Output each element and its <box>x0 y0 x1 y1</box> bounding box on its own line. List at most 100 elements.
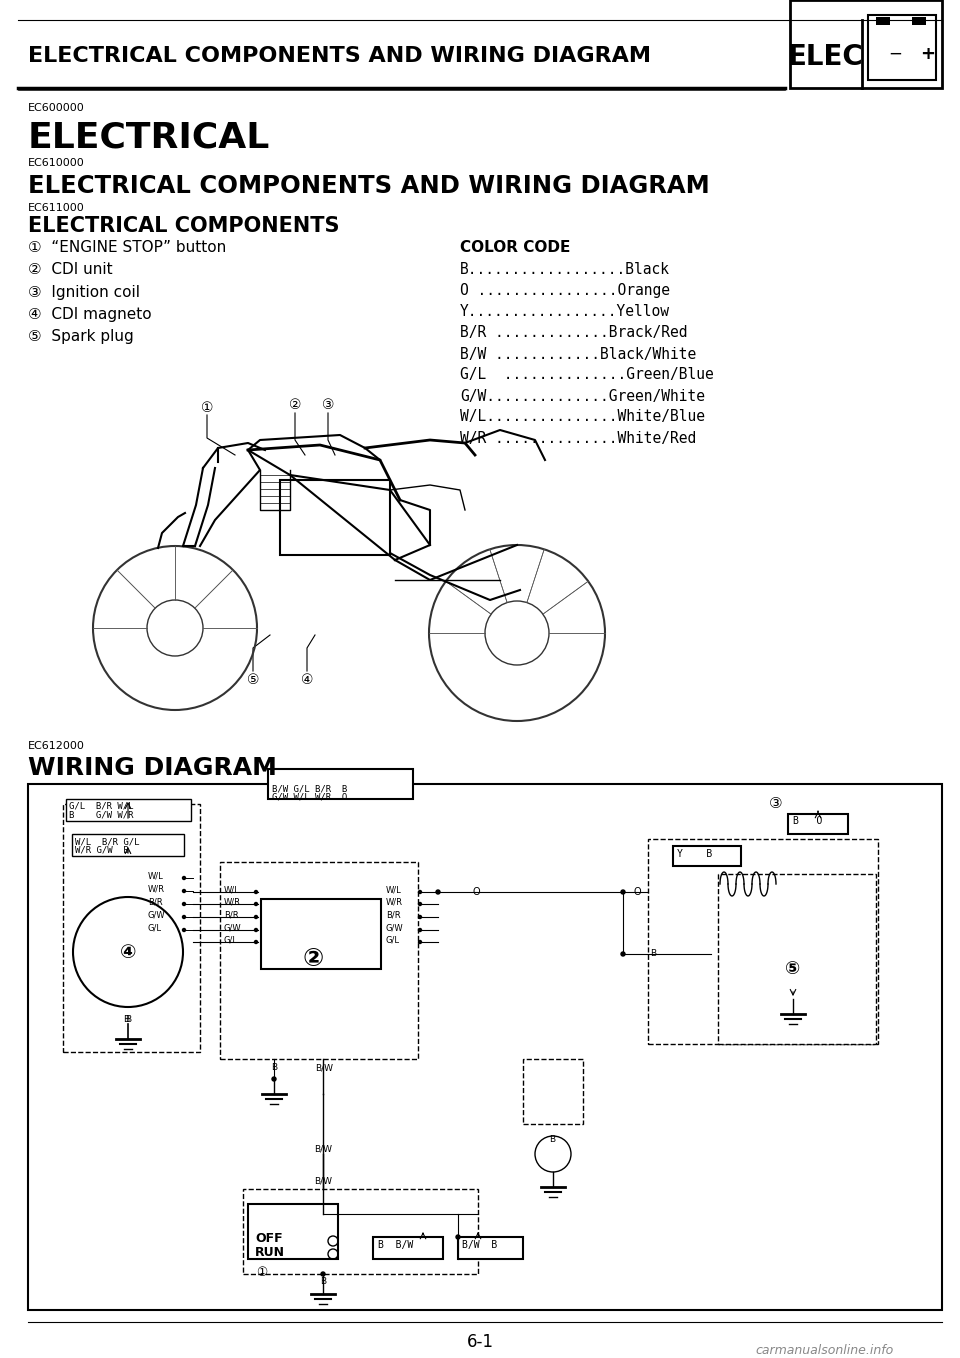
Text: ①: ① <box>256 1266 267 1278</box>
Bar <box>523 1059 583 1124</box>
Text: ③: ③ <box>322 398 334 411</box>
Bar <box>261 899 381 970</box>
Text: B..................Black: B..................Black <box>460 262 670 277</box>
Text: G/L  B/R W/L: G/L B/R W/L <box>69 801 133 811</box>
Bar <box>28 784 942 1310</box>
Text: W/R ..............White/Red: W/R ..............White/Red <box>460 430 696 445</box>
Circle shape <box>419 941 421 944</box>
Text: ④: ④ <box>120 942 136 961</box>
Text: ④: ④ <box>300 674 313 687</box>
Circle shape <box>254 915 257 918</box>
Circle shape <box>182 929 185 932</box>
Text: B/W G/L B/R  B: B/W G/L B/R B <box>272 785 348 793</box>
Text: W/R: W/R <box>386 898 403 907</box>
Text: B: B <box>549 1135 555 1145</box>
Circle shape <box>182 889 185 892</box>
Text: G/W W/L W/R  O: G/W W/L W/R O <box>272 793 348 801</box>
Circle shape <box>254 891 257 894</box>
Text: −: − <box>888 45 902 62</box>
Text: G/W: G/W <box>386 923 403 933</box>
Text: EC612000: EC612000 <box>28 741 84 751</box>
Bar <box>790 0 942 88</box>
Circle shape <box>254 903 257 906</box>
Circle shape <box>272 1077 276 1081</box>
Text: ⑤: ⑤ <box>785 960 801 978</box>
Bar <box>243 1190 478 1274</box>
Text: G/W..............Green/White: G/W..............Green/White <box>460 388 705 403</box>
Text: B: B <box>125 1014 132 1024</box>
Text: W/R G/W  B: W/R G/W B <box>75 846 129 854</box>
Text: W/L...............White/Blue: W/L...............White/Blue <box>460 410 705 425</box>
Text: O: O <box>633 887 640 898</box>
Circle shape <box>436 889 440 894</box>
Text: ELECTRICAL COMPONENTS: ELECTRICAL COMPONENTS <box>28 216 340 236</box>
Text: ①  “ENGINE STOP” button: ① “ENGINE STOP” button <box>28 240 227 255</box>
Text: B/R: B/R <box>386 910 400 919</box>
Bar <box>458 1237 523 1259</box>
Circle shape <box>182 876 185 880</box>
Text: G/W: G/W <box>224 923 242 933</box>
Text: +: + <box>921 45 935 62</box>
Text: B: B <box>320 1278 326 1286</box>
Text: ①: ① <box>201 401 213 416</box>
Bar <box>248 1205 338 1259</box>
Text: B/W: B/W <box>314 1145 332 1153</box>
Text: B: B <box>650 949 656 959</box>
Text: ③  Ignition coil: ③ Ignition coil <box>28 284 140 300</box>
Bar <box>788 813 848 834</box>
Text: W/L  B/R G/L: W/L B/R G/L <box>75 838 139 846</box>
Bar <box>673 846 741 866</box>
Text: Y    B: Y B <box>677 849 712 860</box>
Circle shape <box>182 915 185 918</box>
Bar <box>63 804 200 1052</box>
Circle shape <box>182 903 185 906</box>
Text: carmanualsonline.info: carmanualsonline.info <box>755 1343 893 1357</box>
Text: B: B <box>271 1063 277 1073</box>
Bar <box>868 15 936 80</box>
Text: ELECTRICAL: ELECTRICAL <box>28 121 271 155</box>
Text: B   O: B O <box>793 816 823 826</box>
Text: ELECTRICAL COMPONENTS AND WIRING DIAGRAM: ELECTRICAL COMPONENTS AND WIRING DIAGRAM <box>28 46 651 67</box>
Text: B/R .............Brack/Red: B/R .............Brack/Red <box>460 326 687 341</box>
Circle shape <box>419 929 421 932</box>
Circle shape <box>254 941 257 944</box>
Text: W/L: W/L <box>148 872 164 880</box>
Text: B/W: B/W <box>314 1176 332 1186</box>
Text: W/R: W/R <box>224 898 241 907</box>
Text: COLOR CODE: COLOR CODE <box>460 240 570 255</box>
Text: G/W: G/W <box>148 910 166 919</box>
Text: B/W  B: B/W B <box>462 1240 497 1249</box>
Text: Y.................Yellow: Y.................Yellow <box>460 304 670 319</box>
Text: ⑤: ⑤ <box>247 674 259 687</box>
Text: ④  CDI magneto: ④ CDI magneto <box>28 307 152 322</box>
Text: B    G/W W/R: B G/W W/R <box>69 811 133 819</box>
Bar <box>220 862 418 1059</box>
Bar <box>72 834 184 856</box>
Text: ②  CDI unit: ② CDI unit <box>28 262 112 277</box>
Text: G/L  ..............Green/Blue: G/L ..............Green/Blue <box>460 368 713 383</box>
Bar <box>718 875 876 1044</box>
Text: B/R: B/R <box>224 910 239 919</box>
Text: ELECTRICAL COMPONENTS AND WIRING DIAGRAM: ELECTRICAL COMPONENTS AND WIRING DIAGRAM <box>28 174 709 198</box>
Text: G/L: G/L <box>386 936 400 945</box>
Text: O ................Orange: O ................Orange <box>460 284 670 299</box>
Circle shape <box>456 1234 460 1238</box>
Text: EC610000: EC610000 <box>28 158 84 168</box>
Circle shape <box>254 929 257 932</box>
Text: WIRING DIAGRAM: WIRING DIAGRAM <box>28 756 276 779</box>
Circle shape <box>419 915 421 918</box>
Bar <box>66 799 191 822</box>
Bar <box>373 1237 443 1259</box>
Text: ③: ③ <box>769 797 782 812</box>
Text: W/L: W/L <box>224 885 240 895</box>
Circle shape <box>321 1272 325 1277</box>
Text: B/W ............Black/White: B/W ............Black/White <box>460 346 696 361</box>
Text: O: O <box>472 887 480 898</box>
Text: ②: ② <box>289 398 301 411</box>
Text: B  B/W: B B/W <box>378 1240 413 1249</box>
Circle shape <box>419 891 421 894</box>
Text: ②: ② <box>302 947 324 971</box>
Text: EC611000: EC611000 <box>28 202 84 213</box>
Text: G/L: G/L <box>224 936 238 945</box>
Text: EC600000: EC600000 <box>28 103 84 113</box>
